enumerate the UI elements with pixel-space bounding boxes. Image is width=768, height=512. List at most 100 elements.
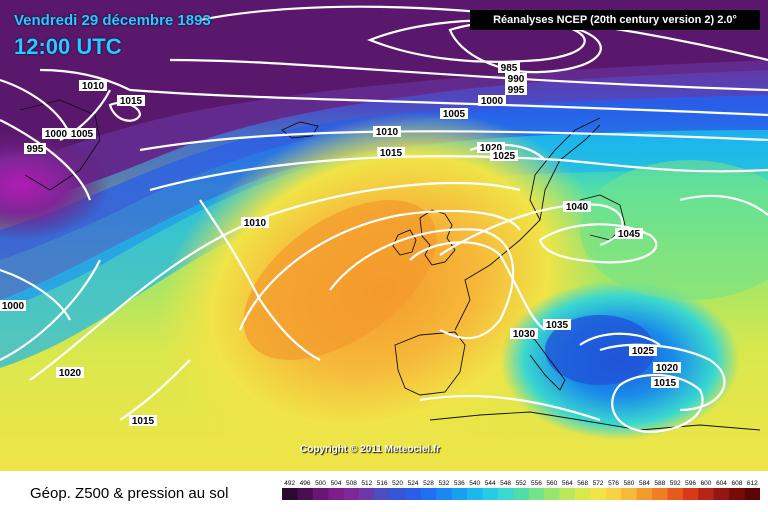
label-1015-d: 1015 (654, 378, 677, 389)
legend-swatch (513, 488, 530, 500)
field-violet-band (0, 60, 768, 260)
legend-tick-label: 576 (608, 480, 619, 487)
label-1015-a: 1015 (380, 148, 403, 159)
legend-swatch (405, 488, 422, 500)
legend-tick-label: 528 (423, 480, 434, 487)
legend-swatch (559, 488, 576, 500)
isobar-1015-d (611, 373, 704, 434)
label-1020-b: 1020 (656, 363, 679, 374)
coast-mediterranean-south (429, 411, 761, 431)
legend-swatch (436, 488, 453, 500)
coast-greenland (19, 99, 101, 191)
coast-baltic (579, 194, 626, 241)
map-time: 12:00 UTC (14, 34, 122, 59)
isobar-label: 995 (24, 143, 46, 155)
label-1000-c: 1000 (45, 129, 68, 140)
label-985: 985 (501, 63, 518, 74)
isobar-1015-c (119, 359, 191, 421)
label-1010-c: 1010 (82, 81, 105, 92)
isobar-extra-east (679, 194, 768, 216)
isobar-1000-a (169, 58, 768, 92)
legend-swatch (729, 488, 746, 500)
label-1015-c: 1015 (132, 416, 155, 427)
legend-tick-label: 608 (731, 480, 742, 487)
coast-british-isles (419, 209, 456, 266)
legend-tick-label: 604 (716, 480, 727, 487)
label-1000-a: 1000 (481, 96, 504, 107)
isobar-1020-a (29, 182, 521, 381)
legend-tick-label: 532 (438, 480, 449, 487)
label-1000-b: 1000 (2, 301, 25, 312)
isobar-1025-b (579, 332, 661, 346)
legend-tick-label: 588 (654, 480, 665, 487)
legend-swatch (343, 488, 360, 500)
legend-tick-label: 524 (408, 480, 419, 487)
legend-tick-label: 520 (392, 480, 403, 487)
label-1015-b: 1015 (120, 96, 143, 107)
isobar-label: 1015 (117, 95, 145, 107)
isobar-1010-a (139, 130, 768, 152)
legend-tick-label: 504 (331, 480, 342, 487)
isobar-label: 985 (498, 62, 520, 74)
label-990: 990 (508, 74, 525, 85)
legend-swatch (374, 488, 391, 500)
isobar-1005-a (129, 88, 768, 117)
legend-swatch (652, 488, 668, 500)
isobar-1010-b (199, 199, 321, 361)
legend-swatch (744, 488, 760, 500)
coast-ireland (392, 229, 417, 256)
legend-swatch (482, 488, 499, 500)
isobar-1010-c (39, 68, 131, 91)
legend-tick-label: 508 (346, 480, 357, 487)
coast-italy (519, 329, 566, 391)
legend-swatch (575, 488, 591, 500)
legend-swatch (544, 488, 560, 500)
field-green-east (580, 160, 768, 300)
coast-iceland (281, 121, 319, 139)
coastlines (19, 99, 761, 431)
label-1005-b: 1005 (71, 129, 94, 140)
legend-swatch (621, 488, 638, 500)
legend-swatch (297, 488, 314, 500)
isobar-995-west (0, 119, 92, 201)
isobar-extra-west (0, 259, 101, 361)
legend-tick-label: 548 (500, 480, 511, 487)
isobar-1025-a (238, 209, 521, 331)
isobar-label: 1040 (563, 201, 591, 213)
isobar-1020-b (599, 343, 726, 412)
isobar-label: 990 (505, 73, 527, 85)
legend-tick-label: 544 (485, 480, 496, 487)
legend-swatch (497, 488, 514, 500)
legend-tick-label: 592 (670, 480, 681, 487)
isobar-label: 995 (505, 84, 527, 96)
label-1025-b: 1025 (632, 346, 655, 357)
isobar-label: 1015 (129, 415, 157, 427)
field-low-greenland (0, 130, 110, 240)
field-purple-band (0, 0, 768, 210)
legend-tick-label: 556 (531, 480, 542, 487)
isobar-1045 (538, 223, 658, 264)
isobar-label: 1025 (490, 150, 518, 162)
legend-swatch (420, 488, 437, 500)
legend-tick-label: 580 (623, 480, 634, 487)
label-1030: 1030 (513, 329, 536, 340)
legend-tick-label: 560 (546, 480, 557, 487)
isobar-label: 1000 (42, 128, 70, 140)
legend-tick-label: 512 (361, 480, 372, 487)
legend-tick-label: 552 (516, 480, 527, 487)
geopotential-map: 985 990 995 995 1000 1000 1000 1005 1005… (0, 0, 768, 471)
isobar-1000-c (0, 78, 72, 136)
label-995-b: 995 (27, 144, 44, 155)
legend-tick-label: 600 (701, 480, 712, 487)
color-legend: 492 496 500 504 508 512 516 520 524 528 532 536 540 5… (282, 480, 760, 500)
isobars (0, 5, 768, 434)
legend-tick-label: 496 (300, 480, 311, 487)
legend-swatch (389, 488, 406, 500)
isobar-labels: 985 990 995 995 1000 1000 1000 1005 1005… (0, 62, 681, 427)
legend-swatch (590, 488, 607, 500)
isobar-label: 1025 (629, 345, 657, 357)
legend-swatch (467, 488, 483, 500)
legend-tick-label: 516 (377, 480, 388, 487)
label-1020-c: 1020 (480, 143, 503, 154)
